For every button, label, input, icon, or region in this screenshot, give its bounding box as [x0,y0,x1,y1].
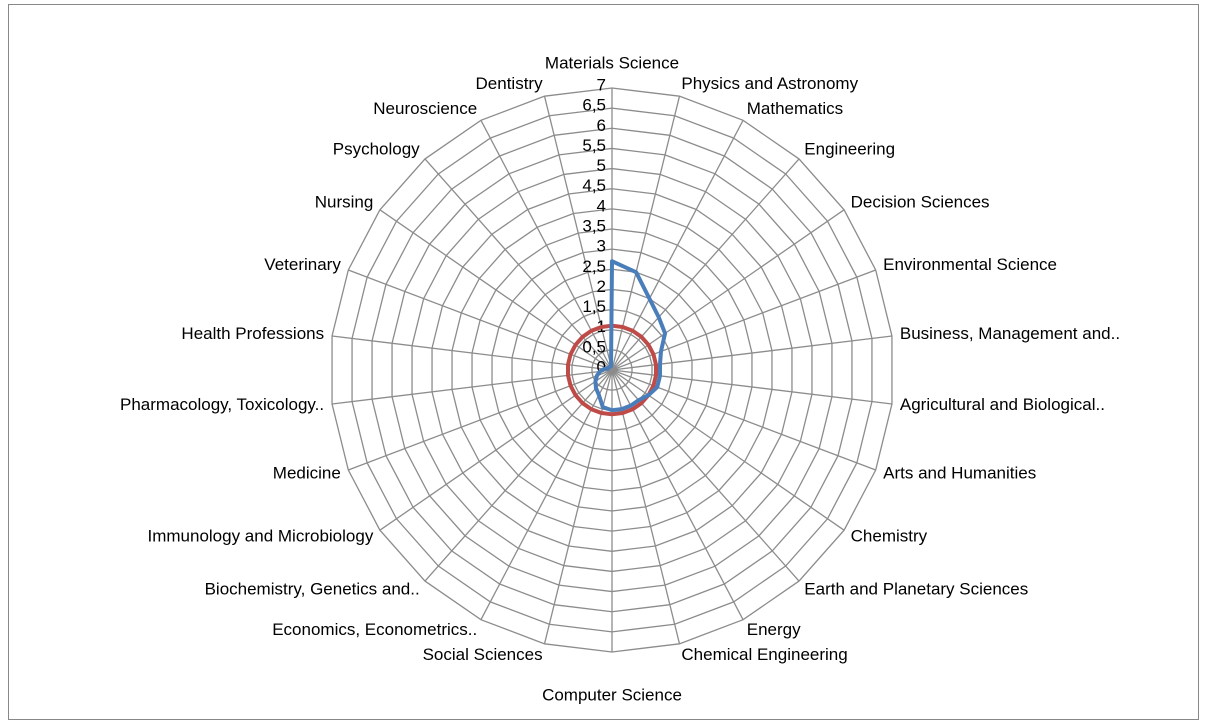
y-tick-label: 2 [597,277,606,296]
category-label: Arts and Humanities [883,464,1036,483]
category-label: Nursing [315,192,374,211]
y-tick-label: 3,5 [582,216,606,235]
category-label: Engineering [804,139,895,158]
category-label: Energy [747,620,801,639]
category-label: Physics and Astronomy [681,74,858,93]
spoke [331,369,613,405]
spoke [424,158,613,371]
category-label: Immunology and Microbiology [147,526,373,545]
chart-frame [8,4,1199,720]
series-line [593,259,668,413]
series-line [566,323,658,417]
spoke [611,269,876,371]
y-tick-label: 5,5 [582,136,606,155]
spoke [611,369,800,582]
y-tick-label: 7 [597,75,606,94]
y-tick-label: 1,5 [582,297,606,316]
y-tick-label: 5 [597,156,606,175]
spoke [611,96,681,371]
category-label: Computer Science [542,685,682,704]
y-tick-label: 0,5 [582,337,606,356]
category-label: Biochemistry, Genetics and.. [205,580,420,599]
spoke [348,269,613,371]
spoke [379,209,613,371]
category-label: Earth and Planetary Sciences [804,580,1028,599]
category-label: Dentistry [476,74,544,93]
category-label: Business, Management and.. [900,324,1120,343]
y-tick-label: 4 [597,196,606,215]
spoke [348,369,613,471]
spoke [611,369,681,644]
category-label: Medicine [273,464,341,483]
spoke [543,369,613,644]
category-label: Mathematics [747,99,843,118]
spoke [611,209,845,371]
category-label: Neuroscience [373,99,477,118]
category-label: Economics, Econometrics.. [272,620,477,639]
spoke [611,369,744,621]
spoke [611,158,800,371]
category-label: Agricultural and Biological.. [900,395,1105,414]
spoke [611,119,744,371]
spoke [331,335,613,371]
spoke [424,369,613,582]
category-label: Social Sciences [423,645,543,664]
category-label: Chemical Engineering [681,645,847,664]
y-tick-label: 4,5 [582,176,606,195]
spoke [379,369,613,531]
category-label: Chemistry [851,526,928,545]
category-label: Veterinary [264,255,341,274]
category-label: Materials Science [545,53,679,72]
y-tick-label: 2,5 [582,257,606,276]
category-label: Health Professions [181,324,324,343]
y-tick-label: 6 [597,116,606,135]
category-label: Psychology [333,139,420,158]
spoke [611,369,845,531]
y-tick-label: 3 [597,237,606,256]
spoke [480,369,613,621]
spoke [480,119,613,371]
category-label: Pharmacology, Toxicology.. [120,395,324,414]
y-tick-label: 6,5 [582,96,606,115]
category-label: Environmental Science [883,255,1057,274]
category-label: Decision Sciences [851,192,990,211]
spoke [543,96,613,371]
y-tick-label: 0 [597,357,606,376]
